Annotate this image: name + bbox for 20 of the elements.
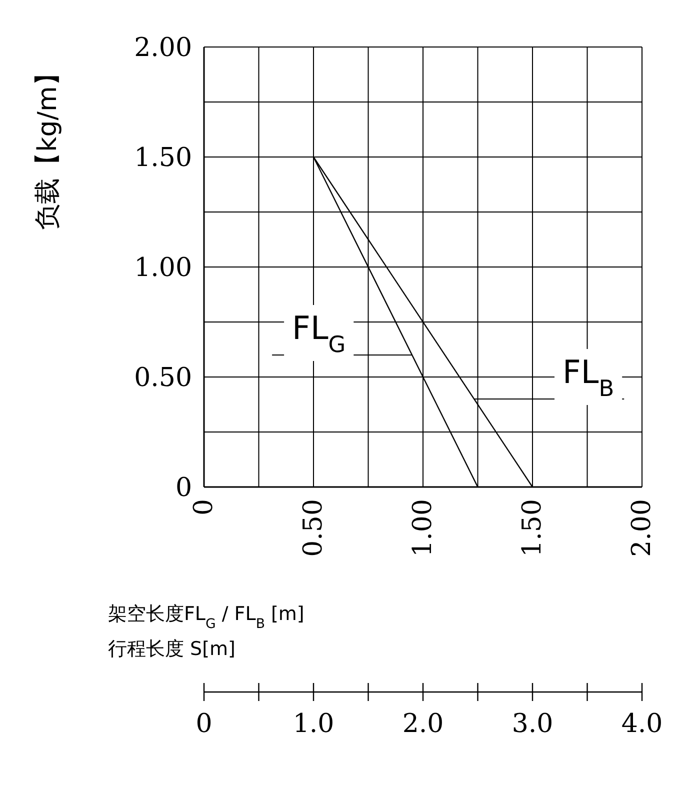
x2-tick-label: 1.0 (292, 709, 334, 739)
series-label: FL$_{G}$ (292, 309, 346, 358)
x-tick-label: 1.00 (408, 499, 438, 557)
x-tick-label: 2.00 (627, 499, 657, 557)
x2-axis-title: 行程长度 S[m] (108, 638, 236, 660)
y-tick-label: 1.50 (134, 143, 192, 173)
x2-tick-label: 4.0 (621, 709, 663, 739)
y-axis-title: 负载【kg/m】 (33, 60, 63, 230)
x2-tick-label: 2.0 (402, 709, 444, 739)
x2-tick-label: 3.0 (512, 709, 554, 739)
y-tick-label: 0.50 (134, 363, 192, 393)
y-tick-label: 0 (175, 473, 192, 503)
x2-tick-label: 0 (196, 709, 212, 739)
y-tick-label: 1.00 (134, 253, 192, 283)
x-tick-label: 0 (189, 499, 219, 516)
text: FL$_{B}$ (562, 353, 614, 402)
x-tick-label: 1.50 (518, 499, 548, 557)
x-tick-label: 0.50 (298, 499, 328, 557)
x-axis-title: 架空长度FL$_{G}$ / FL$_{B}$ [m] (108, 603, 304, 632)
y-tick-label: 2.00 (134, 33, 192, 63)
